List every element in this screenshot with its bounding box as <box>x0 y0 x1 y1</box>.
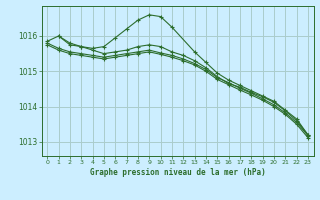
X-axis label: Graphe pression niveau de la mer (hPa): Graphe pression niveau de la mer (hPa) <box>90 168 266 177</box>
